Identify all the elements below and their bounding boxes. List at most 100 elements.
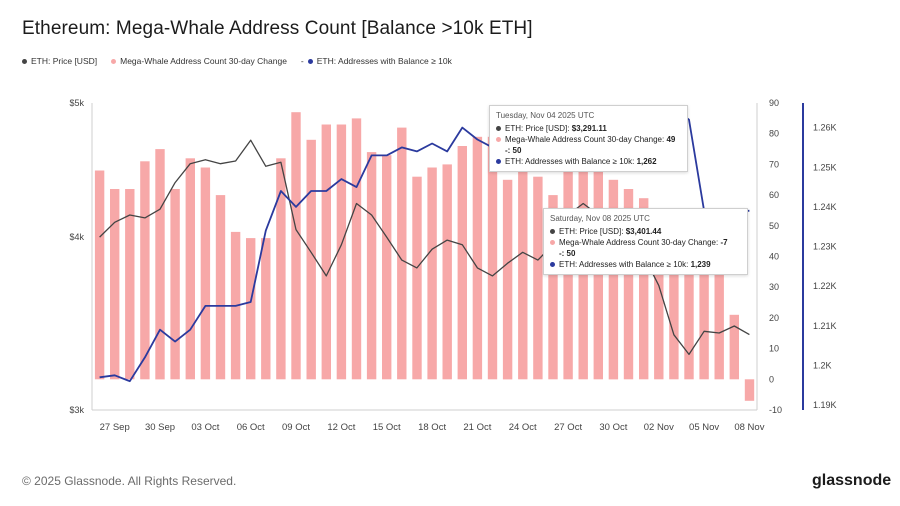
bar (639, 198, 649, 380)
y-right-tick-label: 0 (769, 374, 774, 384)
bar (185, 158, 195, 380)
y-outer-tick-label: 1.2K (813, 360, 832, 370)
bar (457, 146, 467, 380)
bar (427, 167, 437, 380)
bar (366, 152, 377, 380)
y-outer-tick-label: 1.25K (813, 162, 837, 172)
copyright-text: © 2025 Glassnode. All Rights Reserved. (22, 474, 237, 488)
bar (155, 149, 165, 380)
y-outer-tick-label: 1.23K (813, 242, 837, 252)
tooltip-price-value: $3,401.44 (625, 227, 662, 236)
bar (502, 179, 513, 380)
x-tick-label: 27 Sep (100, 422, 130, 433)
bar (140, 161, 150, 380)
bar (699, 256, 709, 380)
tooltip-price-dot (496, 126, 501, 131)
y-right-tick-label: 90 (769, 98, 779, 108)
bar (533, 176, 543, 380)
legend-item-addresses[interactable]: - ETH: Addresses with Balance ≥ 10k (301, 56, 452, 66)
bar (200, 167, 211, 380)
y-right-tick-label: 70 (769, 159, 779, 169)
x-tick-label: 09 Oct (282, 422, 310, 433)
bar (608, 179, 619, 380)
tooltip-row-change: Mega-Whale Address Count 30-day Change: … (550, 237, 741, 259)
bar (276, 158, 286, 380)
tooltip-addresses-label: ETH: Addresses with Balance ≥ 10k: (505, 157, 637, 166)
bar (518, 167, 528, 380)
tooltip-row-addresses: ETH: Addresses with Balance ≥ 10k: 1,239 (550, 259, 741, 270)
x-tick-label: 15 Oct (373, 422, 401, 433)
x-tick-label: 06 Oct (237, 422, 265, 433)
bar (729, 314, 739, 380)
x-tick-label: 30 Sep (145, 422, 175, 433)
bar (170, 189, 180, 380)
y-outer-tick-label: 1.21K (813, 321, 837, 331)
y-left-tick-label: $5k (69, 98, 84, 108)
bar (291, 112, 301, 380)
legend: ETH: Price [USD] Mega-Whale Address Coun… (22, 56, 452, 66)
legend-change-label: Mega-Whale Address Count 30-day Change (120, 56, 287, 66)
legend-item-price[interactable]: ETH: Price [USD] (22, 56, 97, 66)
bar (744, 379, 755, 401)
y-outer-tick-label: 1.26K (813, 123, 837, 133)
bar (351, 118, 362, 380)
x-tick-label: 03 Oct (191, 422, 219, 433)
tooltip-addresses-label: ETH: Addresses with Balance ≥ 10k: (559, 260, 691, 269)
tooltip-addresses-value: 1,239 (690, 260, 711, 269)
bar (382, 155, 392, 380)
legend-addresses-label: ETH: Addresses with Balance ≥ 10k (316, 56, 452, 66)
bar (472, 136, 483, 380)
bar (336, 124, 347, 380)
tooltip-nov04: Tuesday, Nov 04 2025 UTC ETH: Price [USD… (489, 105, 688, 172)
bar-series (94, 112, 755, 401)
y-outer-tick-label: 1.19K (813, 400, 837, 410)
tooltip-change-dot (550, 240, 555, 245)
bar (442, 164, 452, 380)
tooltip-row-price: ETH: Price [USD]: $3,291.11 (496, 123, 681, 134)
tooltip-price-value: $3,291.11 (571, 124, 607, 133)
tooltip-nov08: Saturday, Nov 08 2025 UTC ETH: Price [US… (543, 208, 748, 275)
bar (215, 195, 226, 380)
brand-logo: glassnode (812, 472, 892, 489)
legend-price-label: ETH: Price [USD] (31, 56, 98, 66)
tooltip-change-label: Mega-Whale Address Count 30-day Change: (559, 238, 721, 247)
y-right-tick-label: -10 (769, 405, 782, 415)
tooltip-change-extra: -: 50 (505, 146, 522, 155)
x-tick-label: 27 Oct (554, 422, 582, 433)
chart-title: Ethereum: Mega-Whale Address Count [Bala… (22, 18, 533, 39)
y-left-tick-label: $4k (69, 232, 84, 242)
bar (321, 124, 331, 380)
bar (412, 176, 422, 380)
legend-dash: - (300, 56, 304, 66)
tooltip-row-price: ETH: Price [USD]: $3,401.44 (550, 226, 741, 237)
legend-price-swatch (22, 58, 27, 64)
x-tick-label: 24 Oct (509, 422, 537, 433)
tooltip-price-dot (550, 229, 555, 234)
legend-addresses-swatch (307, 58, 313, 64)
legend-item-change[interactable]: Mega-Whale Address Count 30-day Change (111, 56, 287, 66)
tooltip-change-value: -7 (720, 238, 728, 247)
y-right-tick-label: 10 (769, 344, 779, 354)
x-tick-label: 02 Nov (644, 422, 674, 433)
y-outer-tick-label: 1.22K (813, 281, 837, 291)
tooltip-change-label: Mega-Whale Address Count 30-day Change: (505, 135, 667, 144)
bar (94, 170, 105, 380)
x-tick-label: 12 Oct (327, 422, 355, 433)
y-right-tick-label: 20 (769, 313, 779, 323)
tooltip-price-label: ETH: Price [USD]: (559, 227, 626, 236)
y-right-tick-label: 80 (769, 129, 779, 139)
tooltip-date: Tuesday, Nov 04 2025 UTC (496, 111, 595, 120)
tooltip-addresses-dot (496, 159, 501, 164)
bar (306, 139, 316, 380)
bar (397, 127, 407, 380)
bar (261, 238, 271, 380)
bar (487, 136, 498, 380)
bar (623, 189, 634, 380)
legend-change-swatch (111, 58, 117, 64)
bar (654, 210, 664, 380)
x-tick-label: 08 Nov (734, 422, 764, 433)
tooltip-change-value: 49 (666, 135, 676, 144)
tooltip-price-label: ETH: Price [USD]: (505, 124, 572, 133)
x-tick-label: 18 Oct (418, 422, 446, 433)
